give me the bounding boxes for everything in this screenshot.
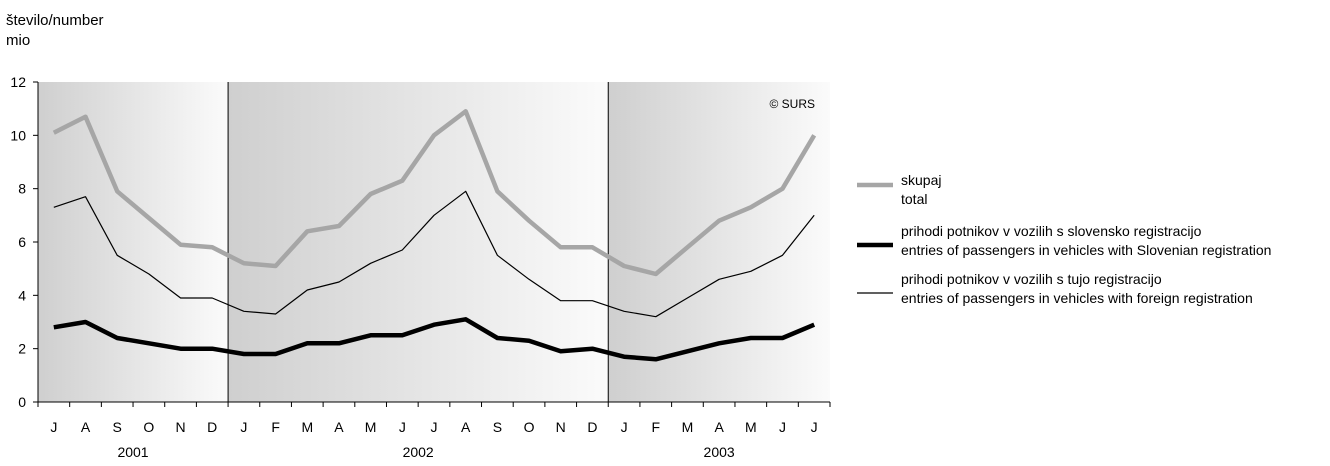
year-labels: 2001 2002 2003 <box>117 444 734 460</box>
x-tick-label: J <box>240 419 247 435</box>
x-tick-label: O <box>143 419 154 435</box>
year-label: 2003 <box>704 444 735 460</box>
legend-label-en: entries of passengers in vehicles with S… <box>901 242 1271 258</box>
y-axis: 0 2 4 6 8 10 12 <box>10 74 38 410</box>
x-tick-label: A <box>81 419 91 435</box>
year-dividers <box>227 82 609 402</box>
legend: skupaj total prihodi potnikov v vozilih s … <box>857 172 1271 306</box>
y-axis-unit: mio <box>6 32 30 49</box>
x-tick-label: N <box>556 419 566 435</box>
x-tick-label: A <box>461 419 471 435</box>
y-tick-label: 12 <box>10 74 26 90</box>
x-tick-label: D <box>587 419 597 435</box>
legend-label: skupaj <box>901 172 941 188</box>
series-line-3 <box>53 190 815 318</box>
legend-label: prihodi potnikov v vozilih s slovensko r… <box>901 223 1202 239</box>
y-axis-label: število/number <box>6 12 104 29</box>
year-bands <box>38 82 830 402</box>
y-tick-label: 0 <box>18 394 26 410</box>
x-tick-label: J <box>621 419 628 435</box>
x-tick-label: M <box>682 419 694 435</box>
y-tick-label: 2 <box>18 341 26 357</box>
x-tick-label: J <box>431 419 438 435</box>
x-tick-label: S <box>493 419 502 435</box>
y-tick-label: 4 <box>18 287 26 303</box>
x-tick-label: A <box>334 419 344 435</box>
x-tick-label: N <box>175 419 185 435</box>
year-band-2001 <box>38 82 229 402</box>
x-tick-label: M <box>365 419 377 435</box>
axes <box>37 82 830 403</box>
legend-label: prihodi potnikov v vozilih s tujo regist… <box>901 271 1162 287</box>
series-line-1 <box>52 109 817 277</box>
x-tick-label: M <box>301 419 313 435</box>
legend-label-en: entries of passengers in vehicles with f… <box>901 290 1253 306</box>
x-tick-label: F <box>651 419 660 435</box>
y-tick-label: 6 <box>18 234 26 250</box>
year-label: 2001 <box>117 444 148 460</box>
year-label: 2002 <box>403 444 434 460</box>
x-tick-label: D <box>207 419 217 435</box>
x-tick-label: J <box>811 419 818 435</box>
x-tick-label: F <box>271 419 280 435</box>
x-tick-label: J <box>50 419 57 435</box>
series-lines <box>52 109 817 362</box>
copyright-annotation: © SURS <box>769 97 815 111</box>
series-line-2 <box>53 317 816 362</box>
year-band-2003 <box>608 82 830 402</box>
x-tick-label: A <box>714 419 724 435</box>
y-tick-label: 8 <box>18 181 26 197</box>
x-tick-label: M <box>745 419 757 435</box>
x-tick-label: J <box>399 419 406 435</box>
y-tick-label: 10 <box>10 127 26 143</box>
x-tick-label: J <box>779 419 786 435</box>
x-tick-label: S <box>113 419 122 435</box>
x-tick-label: O <box>524 419 535 435</box>
legend-label-en: total <box>901 191 927 207</box>
